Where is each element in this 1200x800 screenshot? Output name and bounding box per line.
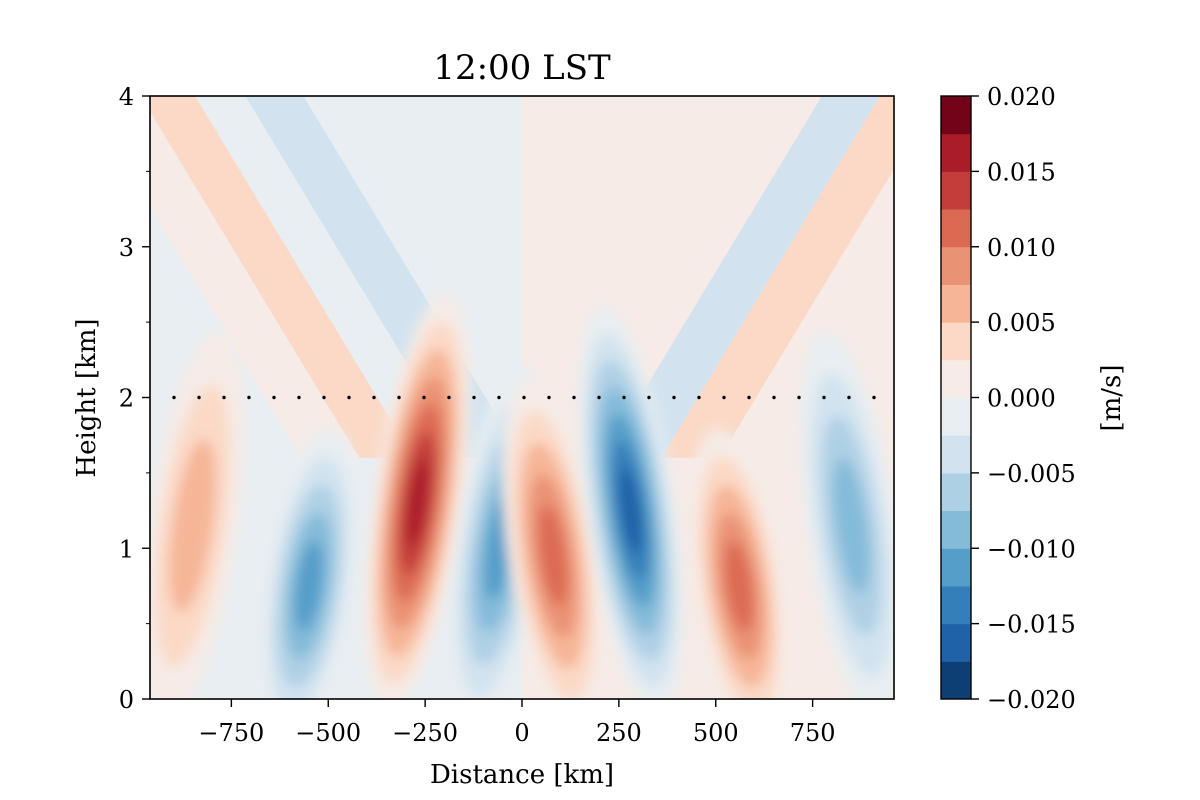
x-tick-label: 0: [514, 719, 529, 747]
colorbar-tick-label: −0.010: [987, 535, 1076, 563]
colorbar-segment: [941, 171, 971, 210]
plot-area: [149, 95, 895, 700]
x-tick-label: 500: [693, 719, 739, 747]
contour-cell-7-level-4: [833, 457, 870, 594]
contour-cell-4-level-5: [538, 505, 568, 607]
contour-band-right-4: [603, 96, 881, 458]
colorbar-tick-label: 0.015: [987, 158, 1056, 186]
colorbar-segment: [941, 246, 971, 285]
colorbar-segment: [941, 359, 971, 398]
colorbar-segment: [941, 397, 971, 436]
colorbar-segment: [941, 623, 971, 662]
colorbar-tick-label: −0.015: [987, 611, 1076, 639]
colorbar-segment: [941, 435, 971, 474]
colorbar-segment: [941, 322, 971, 361]
x-tick-label: 250: [596, 719, 642, 747]
x-axis: −750 −500 −250 0 250 500 750: [198, 699, 836, 747]
colorbar: 0.020 0.015 0.010 0.005 0.000 −0.005 −0.010 −0.…: [940, 83, 1076, 714]
colorbar-tick-label: −0.020: [987, 686, 1076, 714]
x-tick-label: −500: [295, 719, 361, 747]
colorbar-segment: [941, 209, 971, 248]
colorbar-segment: [941, 284, 971, 323]
chart-title: 12:00 LST: [433, 48, 611, 88]
y-tick-label: 2: [119, 385, 134, 413]
contour-cell-6-level-5: [724, 540, 754, 631]
colorbar-tick-label: 0.000: [987, 385, 1056, 413]
y-tick-label: 1: [119, 535, 134, 563]
contour-band-left-1: [150, 96, 414, 458]
y-tick-label: 4: [119, 83, 134, 111]
contour-cell-5-level-7: [619, 467, 642, 554]
colorbar-label: [m/s]: [1097, 364, 1127, 431]
x-tick-label: −750: [198, 719, 264, 747]
colorbar-segment: [941, 510, 971, 549]
contour-field: [150, 96, 894, 699]
x-tick-label: 750: [790, 719, 836, 747]
colorbar-tick-label: 0.005: [987, 309, 1056, 337]
colorbar-segment: [941, 585, 971, 625]
y-axis-label: Height [km]: [72, 318, 102, 477]
colorbar-segment: [941, 472, 971, 512]
contour-cells: [150, 294, 894, 699]
colorbar-tick-label: 0.010: [987, 234, 1056, 262]
x-tick-label: −250: [392, 719, 458, 747]
contour-band-left-2: [150, 111, 360, 458]
contour-cell-2-level-7: [406, 459, 429, 547]
contour-cell-1-level-5: [294, 540, 323, 631]
y-tick-label: 0: [119, 686, 134, 714]
y-axis: 0 1 2 3 4: [119, 83, 150, 714]
colorbar-tick-label: 0.020: [987, 83, 1056, 111]
colorbar-tick-label: −0.005: [987, 460, 1076, 488]
colorbar-segment: [941, 96, 971, 135]
colorbar-segment: [941, 661, 971, 700]
contour-band-right-5: [661, 96, 894, 458]
contour-cell-0-level-3: [169, 439, 216, 613]
colorbar-segment: [941, 548, 971, 587]
x-axis-label: Distance [km]: [430, 760, 614, 790]
colorbar-segment: [941, 133, 971, 172]
y-tick-label: 3: [119, 234, 134, 262]
